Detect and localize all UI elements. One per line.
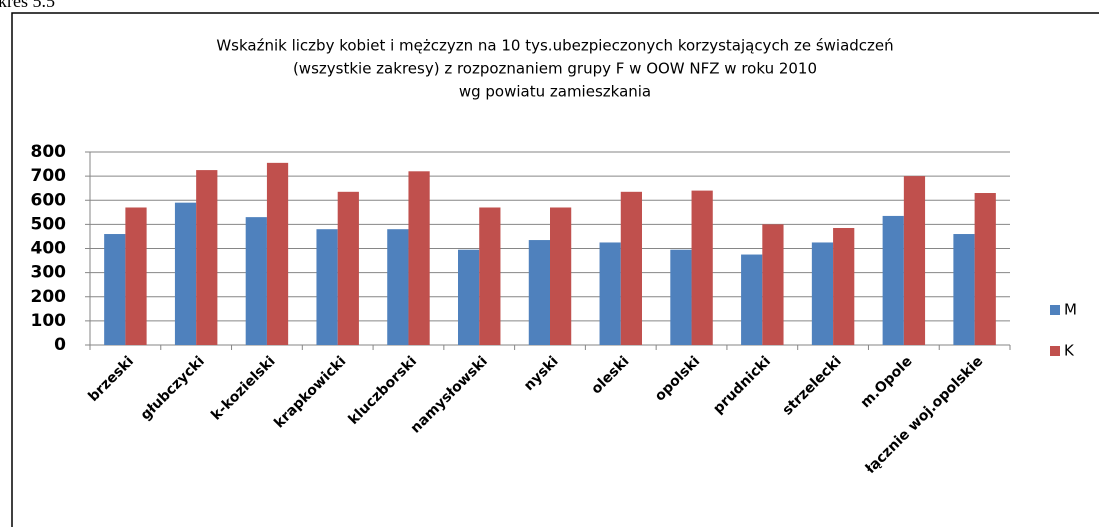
bar [953, 234, 975, 345]
bar [196, 170, 218, 345]
y-tick-label: 600 [31, 190, 67, 210]
bar [599, 242, 621, 345]
y-tick-label: 800 [31, 142, 67, 162]
legend-swatch [1050, 346, 1060, 356]
y-tick-label: 100 [31, 311, 67, 331]
bar [620, 191, 642, 345]
bar [691, 190, 713, 345]
bar [266, 162, 289, 345]
bar [762, 224, 784, 345]
bar [903, 176, 926, 345]
y-tick-label: 200 [31, 287, 67, 307]
y-tick-label: 500 [31, 214, 67, 234]
y-tick-label: 400 [31, 239, 67, 259]
y-tick-label: 300 [31, 263, 67, 283]
bar [125, 207, 147, 345]
bar [479, 207, 501, 345]
chart-title: wg powiatu zamieszkania [459, 83, 651, 101]
chart-title: Wskaźnik liczby kobiet i mężczyzn na 10 … [216, 37, 893, 55]
y-tick-label: 0 [54, 335, 66, 355]
bar [337, 191, 359, 345]
bar [408, 171, 430, 345]
bar [316, 229, 338, 345]
bar [811, 242, 834, 345]
legend-label: K [1064, 342, 1075, 360]
caption: kres 5.5 [0, 0, 55, 11]
bar [550, 207, 572, 345]
legend-swatch [1050, 305, 1060, 315]
y-tick-label: 700 [31, 166, 67, 186]
bar [833, 227, 855, 345]
bar [974, 193, 996, 345]
bar [245, 217, 267, 345]
bar [670, 249, 692, 345]
bar [104, 234, 126, 345]
chart-title: (wszystkie zakresy) z rozpoznaniem grupy… [293, 60, 817, 78]
bar [882, 215, 904, 345]
bar [741, 254, 763, 345]
bar [174, 202, 197, 345]
legend-label: M [1064, 301, 1077, 319]
bar [387, 229, 409, 345]
bar [528, 240, 550, 345]
bar [458, 249, 480, 345]
